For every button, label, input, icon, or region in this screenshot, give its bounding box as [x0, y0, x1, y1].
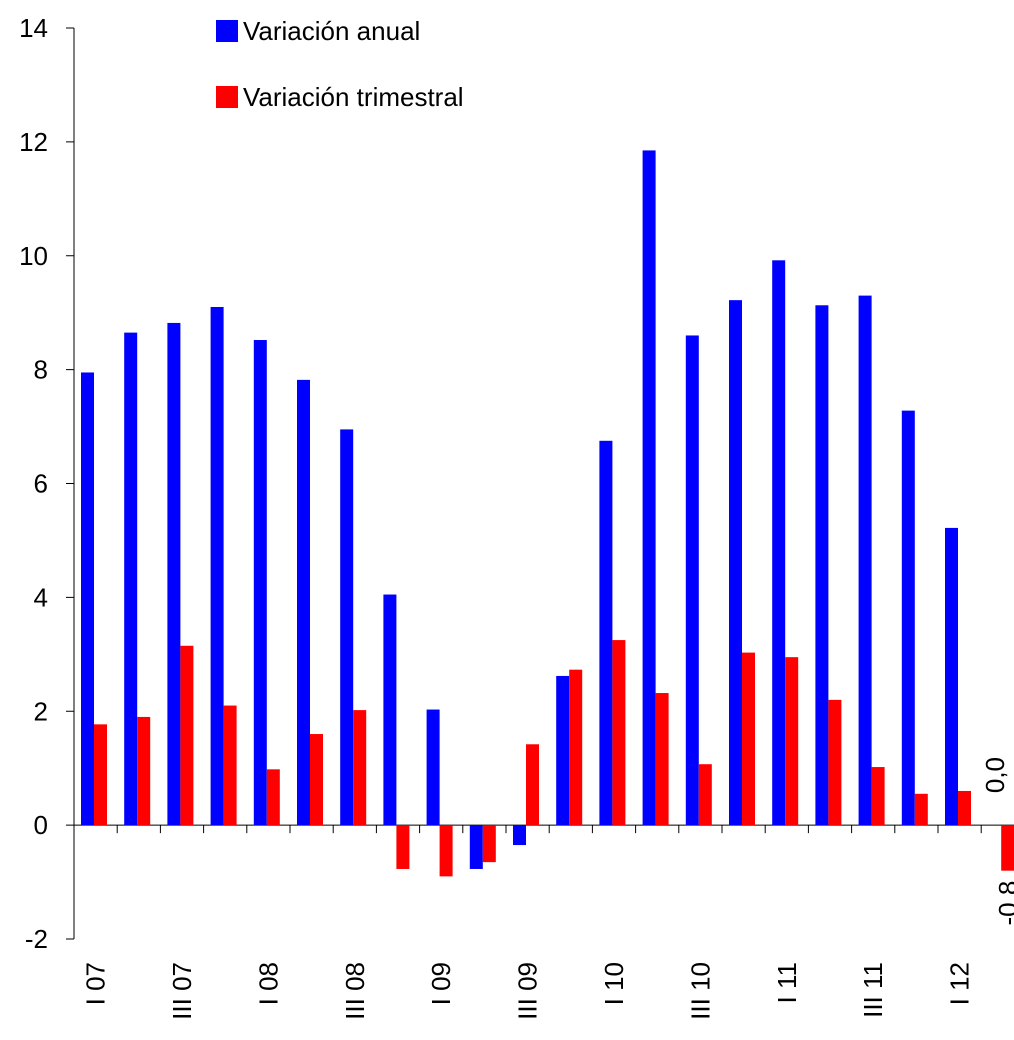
bar	[815, 305, 829, 826]
bar	[642, 150, 656, 826]
bar	[210, 306, 224, 826]
bar	[426, 709, 440, 826]
bar	[353, 710, 367, 826]
bar	[94, 724, 107, 826]
x-tick-label: III 11	[858, 962, 888, 1018]
bar	[297, 379, 310, 826]
y-tick-label: 2	[34, 696, 48, 726]
bar	[1001, 825, 1014, 871]
bar	[569, 669, 583, 826]
legend-label: Variación anual	[243, 16, 420, 46]
bar	[772, 260, 786, 826]
y-tick-label: 12	[19, 127, 48, 157]
bar	[310, 734, 323, 826]
bar	[655, 693, 669, 826]
x-tick-label: III 07	[167, 962, 197, 1020]
bar	[137, 716, 151, 826]
y-tick-label: 6	[34, 469, 48, 499]
bar	[469, 825, 483, 869]
bar	[914, 793, 928, 826]
bar	[482, 825, 496, 863]
bar	[858, 295, 872, 826]
y-tick-label: -2	[25, 924, 48, 954]
y-tick-label: 0	[34, 810, 48, 840]
x-tick-label: I 11	[772, 962, 802, 1003]
y-tick-label: 14	[19, 13, 48, 43]
bar	[396, 825, 410, 869]
bar	[253, 340, 267, 826]
legend-swatch	[216, 86, 238, 108]
bar	[729, 300, 742, 826]
bar	[901, 410, 915, 826]
bar	[785, 657, 799, 826]
x-tick-label: I 09	[426, 962, 456, 1005]
bar	[223, 705, 237, 826]
bar	[383, 594, 397, 826]
bar	[180, 645, 194, 826]
x-tick-label: I 12	[945, 962, 975, 1005]
bar	[167, 322, 181, 826]
x-tick-label: III 08	[340, 962, 370, 1020]
legend-label: Variación trimestral	[243, 82, 464, 112]
bar	[556, 675, 570, 826]
bar	[81, 372, 94, 826]
bar	[340, 429, 354, 826]
bar	[124, 332, 138, 826]
bar	[958, 790, 971, 826]
bar	[599, 440, 613, 826]
bar	[828, 699, 842, 826]
x-tick-label: III 09	[513, 962, 543, 1020]
x-tick-label: I 07	[81, 962, 111, 1005]
bar	[266, 769, 280, 826]
bar	[526, 744, 539, 826]
bar	[612, 640, 626, 826]
data-label: -0,8	[993, 881, 1014, 926]
bar	[439, 825, 453, 877]
bar	[871, 767, 885, 826]
bar	[513, 825, 526, 846]
bar	[685, 335, 699, 826]
data-label: 0,0	[980, 757, 1010, 793]
x-tick-label: III 10	[685, 962, 715, 1020]
x-tick-label: I 08	[253, 962, 283, 1005]
x-tick-label: I 10	[599, 962, 629, 1005]
y-tick-label: 8	[34, 355, 48, 385]
bar	[945, 527, 958, 826]
y-tick-label: 10	[19, 241, 48, 271]
bar	[698, 764, 712, 826]
legend-swatch	[216, 20, 238, 42]
bar	[742, 652, 755, 826]
y-tick-label: 4	[34, 582, 48, 612]
